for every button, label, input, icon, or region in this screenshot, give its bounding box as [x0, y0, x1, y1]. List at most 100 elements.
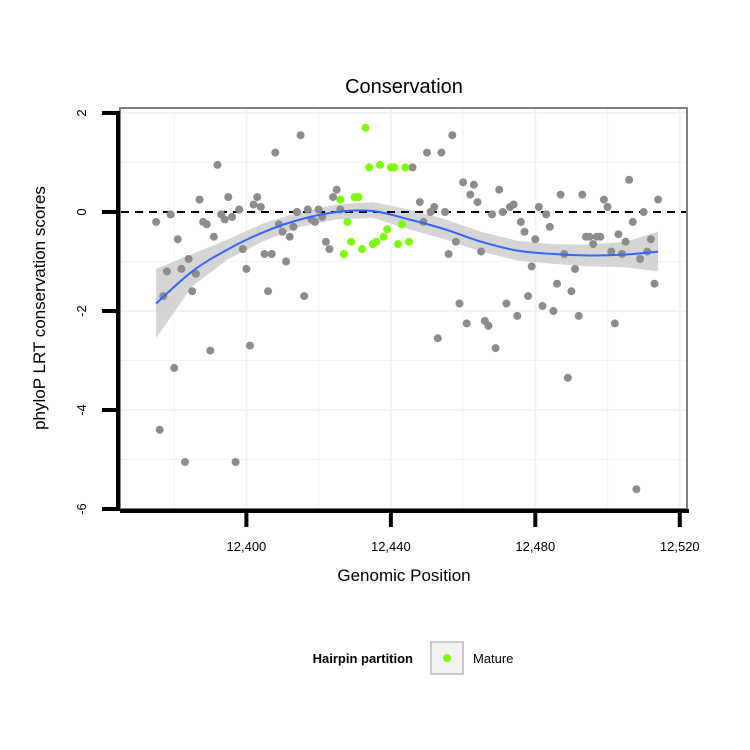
- data-point-other: [654, 195, 663, 204]
- data-point-other: [181, 458, 189, 466]
- data-point-mature: [339, 250, 348, 258]
- data-point-other: [462, 319, 471, 328]
- data-point-mature: [404, 237, 413, 246]
- smooth-line-layer: [155, 209, 659, 305]
- data-point-other: [170, 363, 179, 372]
- data-point-other: [549, 307, 558, 315]
- data-point-other: [603, 203, 612, 211]
- data-point-other: [415, 198, 424, 207]
- data-point-other: [534, 203, 543, 211]
- legend: Hairpin partition Mature: [313, 641, 513, 675]
- data-point-mature: [361, 123, 370, 132]
- data-point-other: [296, 131, 305, 140]
- data-point-other: [433, 334, 442, 343]
- data-point-other: [567, 287, 576, 296]
- data-point-other: [531, 235, 540, 244]
- data-point-mature: [358, 245, 366, 254]
- data-point-other: [166, 210, 175, 219]
- data-point-other: [542, 210, 551, 219]
- data-point-other: [202, 220, 211, 229]
- data-point-other: [516, 217, 525, 226]
- data-point-other: [195, 195, 204, 204]
- data-point-mature: [365, 163, 374, 172]
- x-axis: 12,400 12,440 12,480 12,520: [120, 509, 700, 554]
- plot-panel: [119, 107, 688, 510]
- data-point-other: [242, 264, 251, 273]
- y-axis: 2 0 -2 -4 -6: [74, 109, 120, 515]
- data-point-other: [477, 247, 486, 256]
- data-point-other: [509, 200, 518, 209]
- data-point-other: [325, 245, 334, 254]
- data-point-other: [300, 292, 309, 301]
- data-point-other: [224, 193, 233, 202]
- data-point-mature: [347, 237, 356, 246]
- data-point-other: [632, 485, 641, 494]
- data-point-other: [155, 425, 164, 434]
- data-point-mature: [343, 217, 352, 226]
- data-point-other: [249, 200, 258, 209]
- data-point-mature: [372, 237, 381, 246]
- data-point-other: [455, 299, 464, 308]
- data-point-other: [527, 262, 536, 271]
- data-point-other: [289, 222, 298, 231]
- data-point-other: [484, 321, 493, 330]
- data-point-other: [448, 131, 457, 140]
- data-point-other: [423, 148, 431, 157]
- data-point-other: [585, 232, 594, 241]
- x-tick-label: 12,520: [660, 539, 700, 554]
- y-tick-label: -4: [74, 404, 89, 416]
- data-point-other: [520, 227, 529, 236]
- data-point-other: [173, 235, 182, 244]
- data-point-other: [545, 222, 554, 231]
- data-point-other: [469, 180, 478, 189]
- data-point-other: [596, 232, 605, 241]
- data-point-mature: [397, 220, 406, 229]
- data-point-other: [437, 148, 446, 157]
- data-point-other: [231, 458, 240, 466]
- data-point-other: [282, 257, 291, 266]
- data-point-other: [599, 195, 608, 204]
- data-point-other: [524, 292, 533, 301]
- data-point-other: [293, 208, 301, 216]
- data-point-other: [152, 217, 161, 226]
- data-point-other: [563, 373, 572, 382]
- data-point-other: [488, 210, 496, 219]
- data-point-other: [253, 193, 262, 202]
- data-point-other: [491, 344, 500, 353]
- data-point-other: [538, 302, 547, 310]
- data-point-other: [466, 190, 475, 199]
- data-point-other: [451, 237, 460, 246]
- data-point-mature: [401, 163, 410, 172]
- data-point-other: [610, 319, 619, 328]
- data-point-other: [578, 190, 587, 199]
- data-point-other: [235, 205, 244, 214]
- data-point-other: [441, 208, 449, 216]
- data-point-other: [571, 264, 579, 273]
- data-point-mature: [354, 193, 363, 202]
- data-point-other: [209, 232, 218, 241]
- data-point-other: [553, 279, 561, 288]
- data-point-other: [639, 208, 648, 216]
- data-point-other: [408, 163, 417, 172]
- y-tick-label: -2: [74, 305, 89, 317]
- points-other-layer: [152, 131, 663, 494]
- data-point-other: [191, 269, 200, 278]
- legend-label-mature: Mature: [473, 651, 513, 666]
- y-tick-label: -6: [74, 503, 89, 515]
- x-tick-label: 12,440: [371, 539, 411, 554]
- data-point-other: [264, 287, 273, 296]
- y-tick-label: 0: [74, 208, 89, 215]
- data-point-other: [502, 299, 511, 308]
- data-point-other: [256, 203, 265, 211]
- data-point-other: [246, 341, 254, 350]
- data-point-other: [473, 198, 482, 207]
- legend-key-mature-dot: [443, 654, 451, 662]
- y-axis-title: phyloP LRT conservation scores: [30, 186, 49, 430]
- data-point-mature: [379, 232, 388, 241]
- data-point-other: [444, 250, 453, 258]
- data-point-other: [238, 245, 247, 254]
- smooth-trend-line: [155, 209, 659, 305]
- data-point-other: [614, 230, 623, 239]
- chart-title: Conservation: [345, 76, 463, 98]
